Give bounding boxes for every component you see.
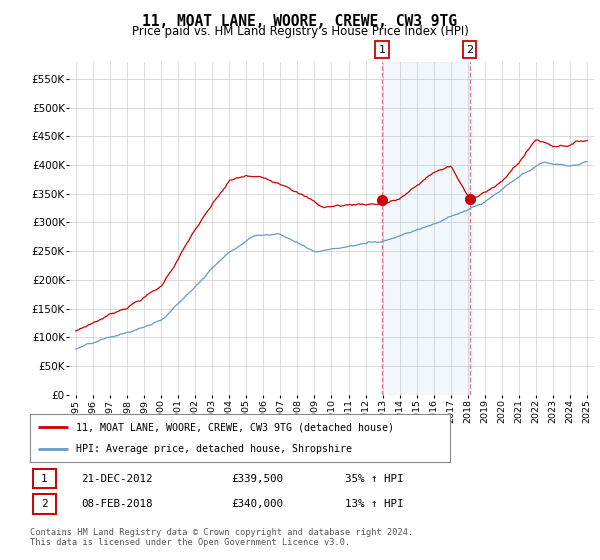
Text: 08-FEB-2018: 08-FEB-2018 <box>81 499 152 509</box>
Text: Price paid vs. HM Land Registry's House Price Index (HPI): Price paid vs. HM Land Registry's House … <box>131 25 469 38</box>
Text: 2: 2 <box>41 499 48 509</box>
Text: 2: 2 <box>466 45 473 55</box>
Text: 21-DEC-2012: 21-DEC-2012 <box>81 474 152 484</box>
Text: 35% ↑ HPI: 35% ↑ HPI <box>345 474 404 484</box>
Text: £340,000: £340,000 <box>231 499 283 509</box>
Text: HPI: Average price, detached house, Shropshire: HPI: Average price, detached house, Shro… <box>76 444 352 454</box>
Bar <box>382 62 470 395</box>
Text: 11, MOAT LANE, WOORE, CREWE, CW3 9TG: 11, MOAT LANE, WOORE, CREWE, CW3 9TG <box>143 14 458 29</box>
Text: Contains HM Land Registry data © Crown copyright and database right 2024.
This d: Contains HM Land Registry data © Crown c… <box>30 528 413 547</box>
Text: 1: 1 <box>379 45 386 55</box>
Text: 11, MOAT LANE, WOORE, CREWE, CW3 9TG (detached house): 11, MOAT LANE, WOORE, CREWE, CW3 9TG (de… <box>76 422 394 432</box>
Text: 13% ↑ HPI: 13% ↑ HPI <box>345 499 404 509</box>
Text: 1: 1 <box>41 474 48 484</box>
Text: £339,500: £339,500 <box>231 474 283 484</box>
